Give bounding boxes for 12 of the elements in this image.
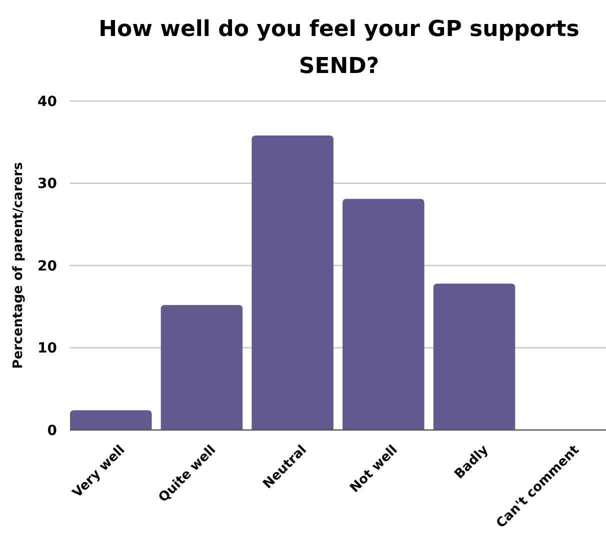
bar [342, 198, 424, 430]
y-axis-title: Percentage of parent/carers [11, 162, 26, 369]
bar [70, 410, 152, 430]
bar [160, 304, 243, 430]
chart-title: How well do you feel your GP supports SEND? [98, 17, 580, 79]
y-tick-label: 10 [38, 340, 58, 357]
y-tick-label: 20 [38, 258, 58, 274]
bar [252, 136, 334, 430]
y-tick-label: 30 [38, 176, 58, 192]
y-tick-label: 0 [47, 422, 58, 439]
bar [433, 284, 516, 430]
y-tick-label: 40 [38, 94, 58, 110]
